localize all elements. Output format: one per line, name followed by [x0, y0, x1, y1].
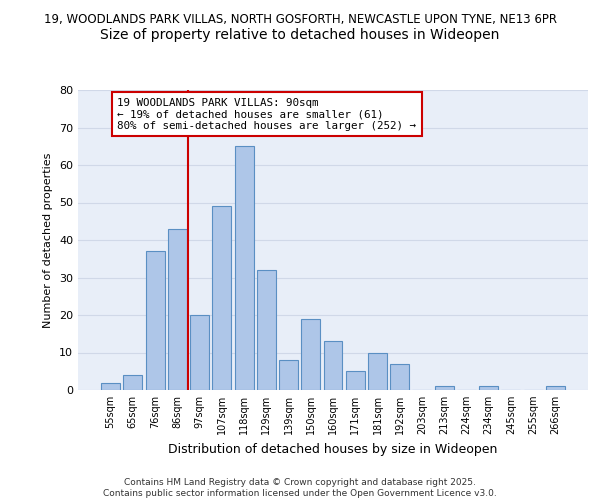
Text: 19 WOODLANDS PARK VILLAS: 90sqm
← 19% of detached houses are smaller (61)
80% of: 19 WOODLANDS PARK VILLAS: 90sqm ← 19% of…	[118, 98, 416, 130]
Text: Contains HM Land Registry data © Crown copyright and database right 2025.
Contai: Contains HM Land Registry data © Crown c…	[103, 478, 497, 498]
Bar	[101, 382, 120, 390]
Bar	[146, 251, 164, 390]
Bar	[257, 270, 276, 390]
Text: Size of property relative to detached houses in Wideopen: Size of property relative to detached ho…	[100, 28, 500, 42]
Bar	[212, 206, 231, 390]
Text: 19, WOODLANDS PARK VILLAS, NORTH GOSFORTH, NEWCASTLE UPON TYNE, NE13 6PR: 19, WOODLANDS PARK VILLAS, NORTH GOSFORT…	[44, 12, 557, 26]
Bar	[279, 360, 298, 390]
Bar	[168, 229, 187, 390]
Bar	[479, 386, 498, 390]
Bar	[546, 386, 565, 390]
X-axis label: Distribution of detached houses by size in Wideopen: Distribution of detached houses by size …	[169, 442, 497, 456]
Bar	[390, 364, 409, 390]
Bar	[323, 341, 343, 390]
Y-axis label: Number of detached properties: Number of detached properties	[43, 152, 53, 328]
Bar	[235, 146, 254, 390]
Bar	[368, 352, 387, 390]
Bar	[435, 386, 454, 390]
Bar	[301, 319, 320, 390]
Bar	[124, 375, 142, 390]
Bar	[346, 371, 365, 390]
Bar	[190, 315, 209, 390]
